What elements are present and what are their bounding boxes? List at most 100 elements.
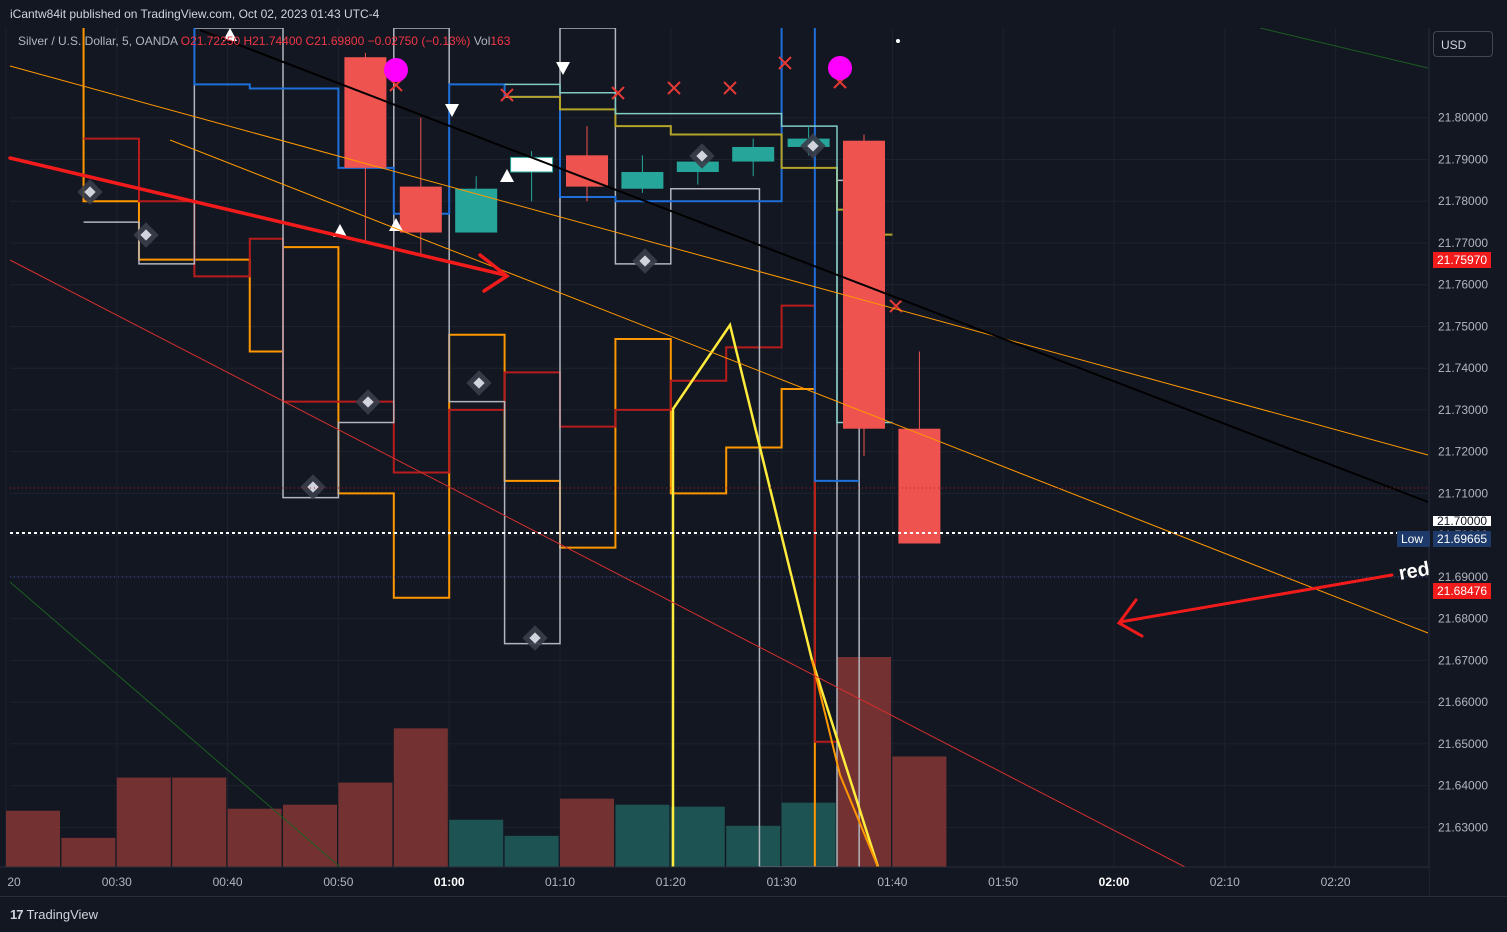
cross-marker [500,88,514,102]
candle-body [455,188,498,233]
diamond-marker-core [696,150,708,162]
candle-body [621,172,664,189]
volume-bar [227,808,282,867]
price-tick-label: 21.64000 [1438,779,1488,793]
chart-grid [5,28,1428,867]
time-tick-label: 00:40 [213,875,243,889]
diamond-marker-core [140,229,152,241]
price-tick-label: 21.80000 [1438,111,1488,125]
legend-open: O21.72250 [180,34,241,48]
orange-line [811,659,879,868]
down-triangle [556,62,570,75]
time-axis: 20 00:30 00:40 00:50 01:00 01:10 01:20 01:30 01:… [0,866,1429,896]
up-triangle [223,28,237,41]
tradingview-brand[interactable]: 17 TradingView [10,907,98,922]
yellow-line [671,321,880,868]
price-tag-current: 21.68476 [1433,583,1491,599]
price-tag-last: 21.70000 [1433,516,1491,526]
volume-bar [449,819,504,867]
indicator-step-line [193,28,783,215]
volume-bar [393,728,448,867]
trend-line-orange-upper [9,65,1429,456]
cross-marker [667,81,681,95]
price-tick-label: 21.69000 [1438,570,1488,584]
volume-bar [892,756,947,867]
red-arrow-right [8,156,511,293]
magenta-dot [384,58,408,82]
diamond-marker-core [529,632,541,644]
cross-marker [723,81,737,95]
diamond-marker-core [473,377,485,389]
candle-body [732,146,775,162]
legend-close: C21.69800 [305,34,365,48]
low-label: Low [1397,531,1430,547]
brand-name: TradingView [26,907,99,922]
trend-line-green-upper [1259,27,1429,69]
legend-volume-label: Vol [473,34,491,48]
volume-bar [338,782,393,867]
up-triangle [389,218,403,231]
cross-marker [611,86,625,100]
price-tick-label: 21.79000 [1438,152,1488,166]
time-tick-label: 01:30 [767,875,797,889]
legend-high: H21.74400 [243,34,303,48]
symbol-legend[interactable]: Silver / U.S. Dollar, 5, OANDA O21.72250… [18,34,510,48]
plot-area [10,28,1428,867]
volume-bar [726,825,781,867]
annotation-text: red [1397,558,1431,585]
legend-volume-value: 163 [490,34,511,48]
time-tick-label: 01:40 [877,875,907,889]
tradingview-logo-icon: 17 [10,907,24,922]
candle-body [676,161,719,173]
price-tick-label: 21.71000 [1438,486,1488,500]
candle-body [344,57,387,168]
diamond-marker-core [639,255,651,267]
price-tick-label: 21.67000 [1438,653,1488,667]
time-tick-label: 01:00 [434,875,465,889]
diamond-marker-core [307,481,319,493]
indicator-step-line [82,28,816,867]
red-arrow-left [1116,573,1394,638]
trend-line-green-lower [9,581,341,868]
diamond-marker-core [807,140,819,152]
price-axis: 21.80000 21.79000 21.78000 21.77000 21.76000… [1428,28,1507,896]
symbol-name: Silver / U.S. Dollar, 5, OANDA [18,34,178,48]
time-tick-label: 01:20 [656,875,686,889]
price-tick-label: 21.72000 [1438,445,1488,459]
indicator-step-line [813,28,860,482]
price-axis-bg [1429,28,1507,896]
price-tick-label: 21.68000 [1438,612,1488,626]
up-triangle [500,169,514,182]
currency-button[interactable]: USD [1433,31,1493,57]
price-tick-label: 21.74000 [1438,361,1488,375]
volume-bar [6,810,60,867]
magenta-dot [828,56,852,80]
time-tick-label: 01:50 [988,875,1018,889]
volume-bar [504,835,559,867]
low-price-tag: 21.69665 [1433,531,1491,547]
price-tick-label: 21.76000 [1438,278,1488,292]
publish-info: iCantw84it published on TradingView.com,… [10,7,380,21]
trend-line-orange-lower [169,139,1429,634]
indicator-lines [82,27,893,868]
price-tick-label: 21.63000 [1438,820,1488,834]
down-triangle [445,104,459,117]
volume-bars [6,657,947,867]
cross-marker [778,56,792,70]
user-drawings: red [8,27,1432,868]
indicator-step-line [83,27,860,868]
price-tick-label: 21.75000 [1438,319,1488,333]
time-tick-label: 02:00 [1099,875,1130,889]
price-tick-label: 21.66000 [1438,695,1488,709]
volume-bar [116,777,171,867]
legend-change: −0.02750 (−0.13%) [367,34,471,48]
time-tick-label: 02:20 [1321,875,1351,889]
price-tick-label: 21.73000 [1438,403,1488,417]
volume-bar [781,802,836,867]
small-dot [896,39,900,43]
candle-body [510,156,554,173]
price-tick-label: 21.78000 [1438,194,1488,208]
candle-body [399,186,442,233]
candle-body [898,428,941,544]
